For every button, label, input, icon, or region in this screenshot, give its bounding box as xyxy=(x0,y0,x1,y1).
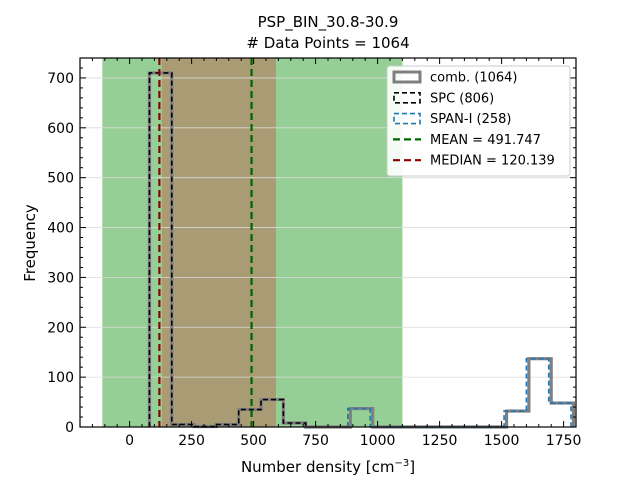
legend-entry-spc-label: SPC (806) xyxy=(430,91,494,106)
y-tick-label: 400 xyxy=(47,221,74,237)
x-tick-label: 500 xyxy=(240,433,267,449)
chart-title: PSP_BIN_30.8-30.9 xyxy=(258,13,399,32)
legend-entry-spc-swatch xyxy=(393,92,421,104)
legend-entry-comb-label: comb. (1064) xyxy=(430,71,518,86)
legend-entry-median-label: MEDIAN = 120.139 xyxy=(430,154,555,169)
legend: comb. (1064) SPC (806) SPAN-I (258) MEAN = … xyxy=(386,65,571,177)
reference-lines xyxy=(158,58,253,427)
legend-box xyxy=(386,65,571,177)
y-axis-label: Frequency xyxy=(21,204,39,282)
y-tick-label: 500 xyxy=(47,171,74,187)
chart-subtitle: # Data Points = 1064 xyxy=(246,34,409,52)
iqr-band xyxy=(161,58,276,427)
x-tick-label: 1250 xyxy=(422,433,458,449)
y-tick-label: 0 xyxy=(65,420,74,436)
x-axis-label: Number density [cm−3] xyxy=(241,458,415,476)
x-tick-label: 1500 xyxy=(484,433,520,449)
series-spc-806 xyxy=(148,72,307,428)
y-tick-label: 200 xyxy=(47,320,74,336)
y-tick-label: 700 xyxy=(47,71,74,87)
x-tick-label: 0 xyxy=(125,433,134,449)
x-tick-label: 750 xyxy=(302,433,329,449)
y-tick-label: 600 xyxy=(47,121,74,137)
y-tick-label: 100 xyxy=(47,370,74,386)
legend-entry-span-i-label: SPAN-I (258) xyxy=(430,112,512,127)
axis-ticks: 0 250 500 750 1000 1250 1500 1750 0 100 200 300 400 5… xyxy=(47,57,582,449)
x-tick-label: 1000 xyxy=(360,433,396,449)
legend-entry-mean-label: MEAN = 491.747 xyxy=(430,133,541,148)
y-tick-label: 300 xyxy=(47,270,74,286)
legend-entry-comb-swatch xyxy=(392,70,422,84)
legend-entry-span-i-swatch xyxy=(393,112,421,125)
x-axis-label-exponent: −3 xyxy=(394,458,409,469)
x-tick-label: 1750 xyxy=(546,433,582,449)
x-tick-label: 250 xyxy=(178,433,205,449)
